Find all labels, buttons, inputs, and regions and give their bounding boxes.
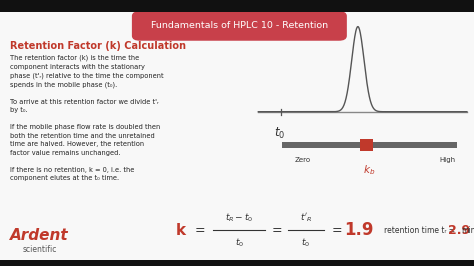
Text: Zero: Zero [294, 157, 310, 163]
Text: =: = [272, 224, 283, 236]
Text: scientific: scientific [23, 245, 57, 254]
Text: Retention Factor (k) Calculation: Retention Factor (k) Calculation [10, 41, 186, 51]
Text: $t_0$: $t_0$ [301, 237, 310, 249]
Text: =: = [331, 224, 342, 236]
FancyBboxPatch shape [133, 12, 346, 40]
Text: $t'_R$: $t'_R$ [300, 211, 312, 223]
Text: $\mathbf{k}$: $\mathbf{k}$ [175, 222, 187, 238]
Text: retention time tᵣ =: retention time tᵣ = [384, 226, 455, 235]
Text: 1.9: 1.9 [345, 221, 374, 239]
Text: min: min [461, 226, 474, 235]
Text: High: High [440, 157, 456, 163]
Text: $t_R - t_0$: $t_R - t_0$ [225, 211, 254, 223]
Text: The retention factor (k) is the time the
component interacts with the stationary: The retention factor (k) is the time the… [10, 55, 164, 181]
Text: $k_b$: $k_b$ [363, 164, 375, 177]
Text: =: = [194, 224, 205, 236]
Text: $t_0$: $t_0$ [274, 126, 285, 142]
Text: $t_0$: $t_0$ [235, 237, 244, 249]
Bar [0, 0, 474, 12]
Bar [360, 139, 373, 151]
Text: Fundamentals of HPLC 10 - Retention: Fundamentals of HPLC 10 - Retention [151, 21, 328, 30]
Bar [282, 142, 457, 148]
Text: Ardent: Ardent [10, 228, 69, 243]
Bar [0, 260, 474, 266]
Text: 2.9: 2.9 [448, 224, 471, 236]
